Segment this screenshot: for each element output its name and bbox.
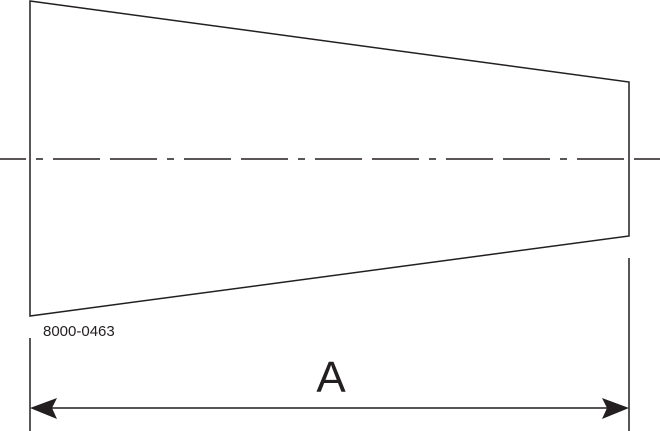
dimension-label: A — [316, 353, 346, 402]
right-arrowhead-icon — [602, 398, 629, 419]
cone-outline — [29, 0, 630, 317]
left-arrowhead-icon — [30, 398, 57, 419]
part-number: 8000-0463 — [43, 323, 115, 340]
